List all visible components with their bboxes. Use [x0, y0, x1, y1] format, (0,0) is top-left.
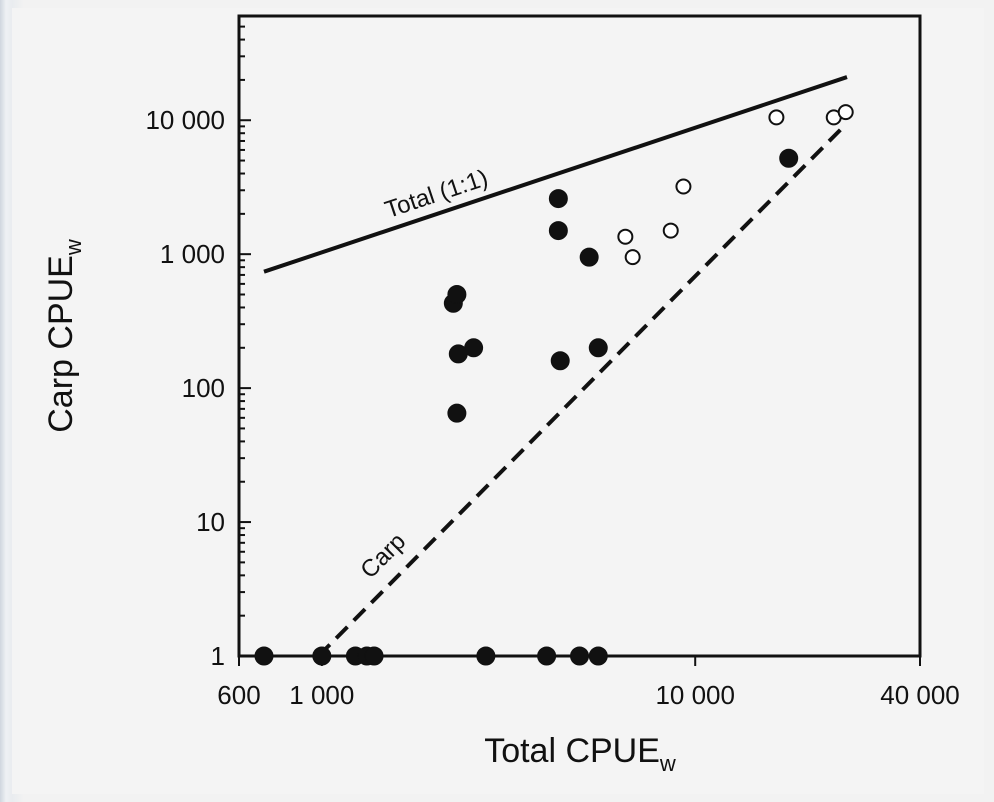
chart-frame: 600 1 000 10 000 40 000 1 10 100 1 000 10 000 T…	[12, 8, 984, 794]
open-data-point	[675, 178, 692, 195]
y-axis-title: Carp CPUEw	[42, 239, 86, 433]
x-tick-label: 600	[217, 680, 260, 710]
x-tick-labels: 600 1 000 10 000 40 000	[217, 680, 959, 710]
open-data-point	[662, 222, 679, 239]
carp-line-label: Carp	[355, 528, 411, 584]
filled-data-point	[464, 338, 484, 358]
plot-area	[237, 14, 922, 658]
filled-data-point	[779, 148, 799, 168]
y-tick-label: 1	[211, 641, 225, 671]
filled-data-point	[476, 646, 496, 666]
data-points	[254, 104, 854, 666]
filled-data-point	[447, 403, 467, 423]
filled-data-point	[570, 646, 590, 666]
y-tick-labels: 1 10 100 1 000 10 000	[145, 105, 225, 671]
filled-data-point	[447, 284, 467, 304]
filled-data-point	[548, 221, 568, 241]
open-data-point	[617, 228, 634, 245]
y-tick-label: 10	[196, 507, 225, 537]
x-axis-title: Total CPUEw	[484, 732, 676, 776]
filled-data-point	[254, 646, 274, 666]
x-tick-label: 1 000	[289, 680, 354, 710]
filled-data-point	[312, 646, 332, 666]
line-annotations: Total (1:1)Carp	[355, 164, 491, 583]
filled-data-point	[548, 189, 568, 209]
filled-data-point	[550, 351, 570, 371]
reference-lines	[263, 75, 848, 658]
minor-ticks	[238, 15, 921, 666]
y-tick-label: 100	[182, 373, 225, 403]
open-data-point	[624, 249, 641, 266]
x-tick-label: 10 000	[655, 680, 735, 710]
open-data-point	[837, 104, 854, 121]
total-reference-line	[263, 75, 848, 274]
x-tick-label: 40 000	[880, 680, 960, 710]
filled-data-point	[579, 247, 599, 267]
filled-data-point	[588, 338, 608, 358]
scatter-chart: 600 1 000 10 000 40 000 1 10 100 1 000 10 000 T…	[42, 14, 960, 776]
y-tick-label: 1 000	[160, 239, 225, 269]
filled-data-point	[364, 646, 384, 666]
y-tick-label: 10 000	[145, 105, 225, 135]
filled-data-point	[537, 646, 557, 666]
open-data-point	[768, 109, 785, 126]
filled-data-point	[588, 646, 608, 666]
